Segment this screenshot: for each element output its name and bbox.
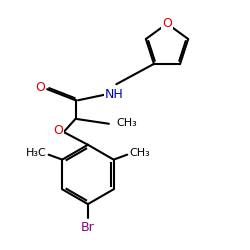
Text: O: O: [53, 124, 63, 137]
Text: CH₃: CH₃: [116, 118, 137, 128]
Text: Br: Br: [81, 222, 95, 234]
Text: NH: NH: [104, 88, 123, 101]
Text: H₃C: H₃C: [26, 148, 46, 158]
Text: O: O: [162, 17, 172, 30]
Text: O: O: [35, 82, 45, 94]
Text: CH₃: CH₃: [130, 148, 150, 158]
